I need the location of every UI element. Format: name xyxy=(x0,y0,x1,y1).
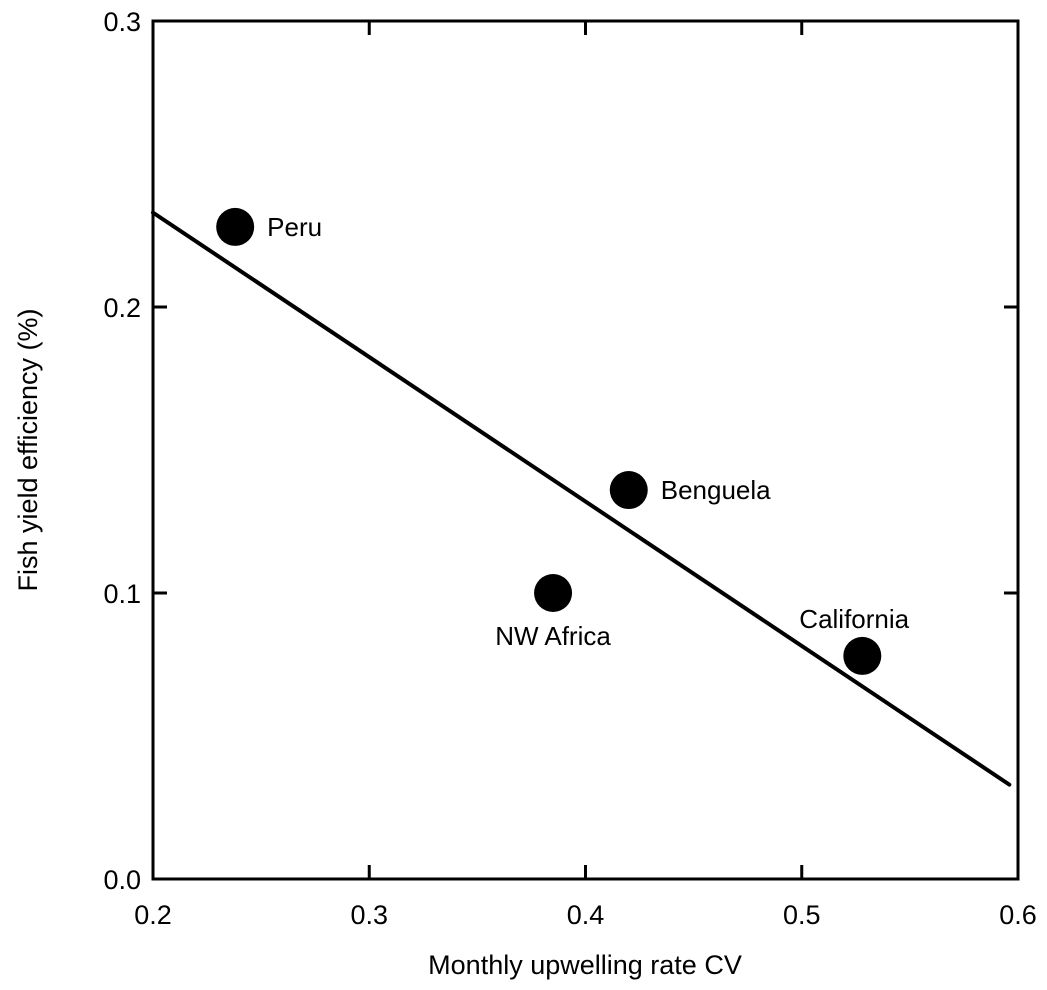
data-point-label: California xyxy=(799,604,909,634)
x-tick-label: 0.3 xyxy=(350,900,388,930)
data-point-labels: Peru Benguela NW Africa California xyxy=(267,212,909,651)
y-tick-label: 0.3 xyxy=(103,7,141,37)
data-points xyxy=(216,207,882,675)
x-tick-label: 0.2 xyxy=(134,900,172,930)
data-point xyxy=(843,636,882,675)
x-tick-label: 0.5 xyxy=(783,900,821,930)
y-tick-label: 0.2 xyxy=(103,293,141,323)
regression-line xyxy=(151,210,1012,787)
x-axis-title: Monthly upwelling rate CV xyxy=(428,950,742,980)
axis-ticks xyxy=(151,19,1020,881)
y-tick-label: 0.1 xyxy=(103,579,141,609)
x-tick-label: 0.4 xyxy=(567,900,605,930)
data-point-label: NW Africa xyxy=(495,621,611,651)
data-point xyxy=(609,471,648,510)
x-tick-label: 0.6 xyxy=(999,900,1037,930)
y-tick-label: 0.0 xyxy=(103,865,141,895)
data-point xyxy=(216,207,255,246)
axis-tick-labels: 0.2 0.3 0.4 0.5 0.6 0.0 0.1 0.2 0.3 xyxy=(103,7,1036,930)
data-point-label: Benguela xyxy=(661,475,771,505)
data-point xyxy=(534,574,573,612)
plot-frame xyxy=(151,19,1020,881)
y-axis-title: Fish yield efficiency (%) xyxy=(13,308,43,591)
data-point-label: Peru xyxy=(267,212,322,242)
